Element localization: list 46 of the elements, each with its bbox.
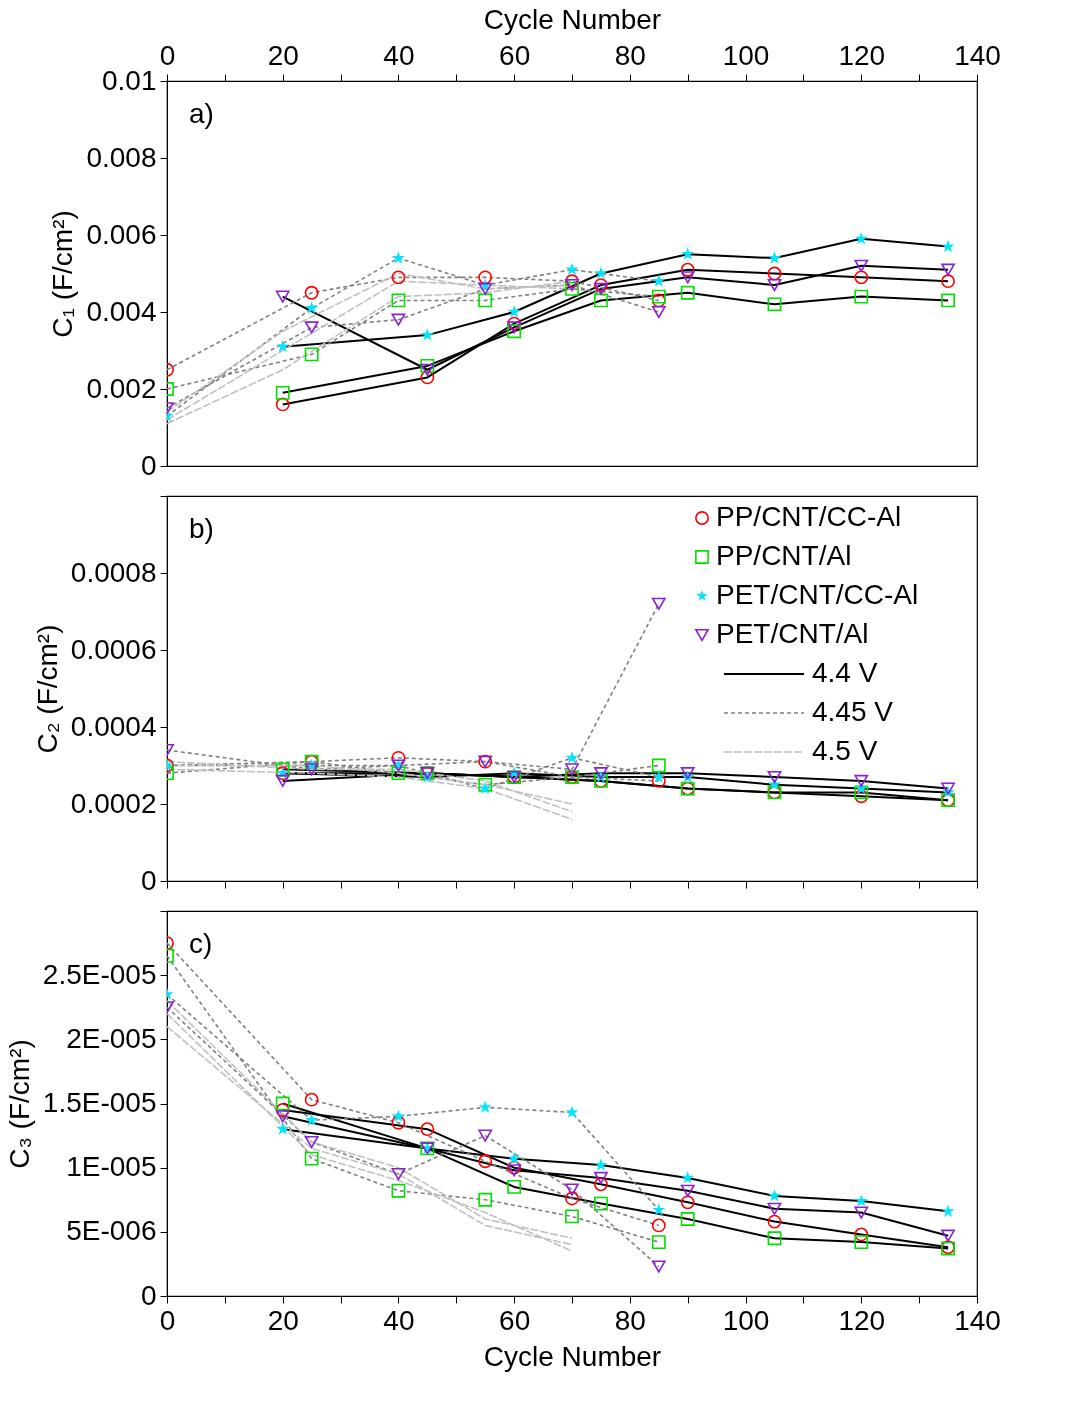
x-tick-label: 100 [722, 1304, 770, 1336]
y-tick-label: 0 [140, 1279, 157, 1311]
legend-label: PP/CNT/Al [716, 540, 852, 571]
y-tick-label: 0.0002 [70, 787, 157, 819]
legend-label: 4.45 V [812, 696, 894, 727]
y-tick-label: 0.004 [86, 295, 157, 327]
y-axis-title: C₂ (F/cm²) [31, 624, 63, 754]
y-tick-label: 5E-006 [66, 1215, 157, 1247]
x-tick-label: 20 [267, 39, 299, 71]
annotation: a) [189, 98, 214, 129]
legend-label: PET/CNT/CC-Al [716, 579, 919, 610]
y-tick-label: 0.0006 [70, 633, 157, 665]
y-tick-label: 0 [140, 449, 157, 481]
y-axis-title: C₁ (F/cm²) [47, 210, 79, 338]
x-axis-title: Cycle Number [483, 1340, 662, 1372]
x-tick-label: 60 [499, 1304, 531, 1336]
x-tick-label: 40 [383, 39, 415, 71]
y-tick-label: 0 [140, 864, 157, 896]
y-axis-title: C₃ (F/cm²) [3, 1039, 35, 1169]
y-tick-label: 1E-005 [66, 1151, 157, 1183]
y-tick-label: 0.01 [102, 64, 157, 96]
x-tick-label: 140 [954, 1304, 1001, 1336]
x-axis-title: Cycle Number [483, 3, 662, 35]
x-tick-label: 20 [267, 1304, 299, 1336]
x-tick-label: 140 [954, 39, 1001, 71]
legend-label: 4.5 V [812, 735, 878, 766]
y-tick-label: 1.5E-005 [42, 1087, 157, 1118]
x-tick-label: 100 [722, 39, 770, 71]
x-tick-label: 120 [838, 39, 886, 71]
y-tick-label: 0.0004 [70, 710, 157, 742]
y-tick-label: 2E-005 [66, 1022, 157, 1054]
annotation: b) [189, 513, 214, 544]
y-tick-label: 0.008 [86, 141, 157, 173]
y-tick-label: 0.002 [86, 372, 157, 404]
x-tick-label: 60 [499, 39, 531, 71]
y-tick-label: 0.0008 [70, 556, 157, 588]
x-tick-label: 80 [614, 39, 646, 71]
y-tick-label: 2.5E-005 [42, 958, 157, 990]
legend-label: PP/CNT/CC-Al [716, 501, 902, 532]
legend-label: 4.4 V [812, 657, 878, 688]
legend-label: PET/CNT/Al [716, 618, 869, 649]
x-tick-label: 120 [838, 1304, 886, 1336]
x-tick-label: 40 [383, 1304, 415, 1336]
annotation: c) [189, 928, 213, 959]
x-tick-label: 80 [614, 1304, 646, 1336]
y-tick-label: 0.006 [86, 218, 157, 250]
